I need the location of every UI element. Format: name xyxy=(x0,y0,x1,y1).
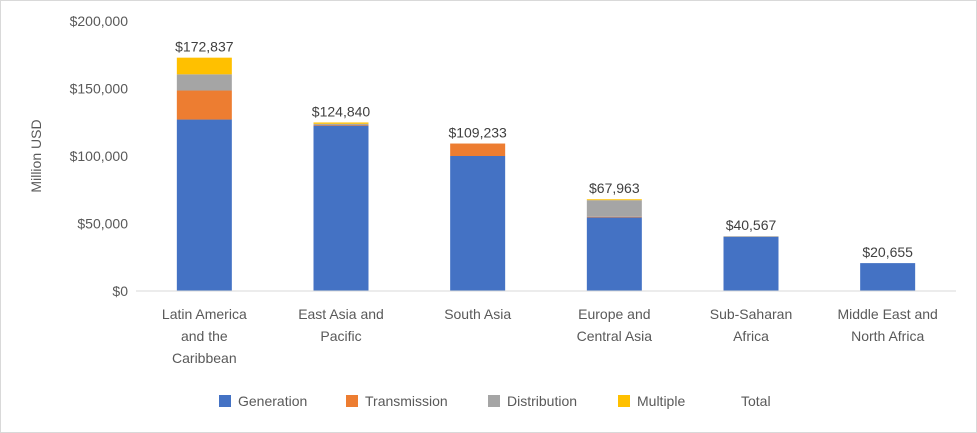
bar-segment-distribution xyxy=(313,123,369,125)
x-category-label: South Asia xyxy=(444,306,511,322)
total-data-label: $124,840 xyxy=(312,103,371,119)
x-category-label: Middle East and North Africa xyxy=(837,306,937,344)
legend: Generation Transmission Distribution Mul… xyxy=(1,393,976,415)
x-category-label: Europe and Central Asia xyxy=(577,306,653,344)
legend-item-generation: Generation xyxy=(219,393,307,409)
bar-segment-generation xyxy=(313,125,369,291)
legend-swatch-distribution xyxy=(488,395,500,407)
bar-segment-multiple xyxy=(586,199,642,201)
y-tick-label: $0 xyxy=(112,283,128,299)
legend-item-transmission: Transmission xyxy=(346,393,448,409)
y-tick-label: $150,000 xyxy=(70,81,129,97)
y-tick-label: $100,000 xyxy=(70,148,129,164)
bar-segment-generation xyxy=(586,217,642,291)
x-category-label: Latin America and the Caribbean xyxy=(162,306,247,366)
legend-label-total: Total xyxy=(741,393,771,409)
bar-segment-multiple xyxy=(176,57,232,75)
total-data-label: $20,655 xyxy=(862,244,913,260)
bar-segment-generation xyxy=(176,119,232,291)
x-category-label: East Asia and Pacific xyxy=(298,306,384,344)
total-data-label: $40,567 xyxy=(726,217,777,233)
y-axis-label: Million USD xyxy=(28,119,44,192)
legend-label-transmission: Transmission xyxy=(365,393,448,409)
bar-segment-multiple xyxy=(313,122,369,124)
legend-item-total: Total xyxy=(741,393,771,409)
total-data-label: $67,963 xyxy=(589,180,640,196)
bar-segment-distribution xyxy=(586,200,642,217)
legend-swatch-transmission xyxy=(346,395,358,407)
bar-segment-transmission xyxy=(586,216,642,218)
legend-item-multiple: Multiple xyxy=(618,393,685,409)
bar-segment-transmission xyxy=(176,90,232,120)
bar-segment-distribution xyxy=(176,74,232,91)
total-data-label: $109,233 xyxy=(448,125,507,141)
legend-swatch-multiple xyxy=(618,395,630,407)
bar-segment-generation xyxy=(860,263,916,291)
legend-item-distribution: Distribution xyxy=(488,393,577,409)
bar-segment-transmission xyxy=(450,143,506,156)
bar-segment-generation xyxy=(450,156,506,291)
bar-segment-distribution xyxy=(723,236,779,237)
legend-label-generation: Generation xyxy=(238,393,308,409)
legend-label-multiple: Multiple xyxy=(637,393,686,409)
legend-label-distribution: Distribution xyxy=(507,393,578,409)
bar-segment-generation xyxy=(723,237,779,291)
total-data-label: $172,837 xyxy=(175,39,234,55)
legend-swatch-generation xyxy=(219,395,231,407)
bar-segment-transmission xyxy=(313,124,369,126)
y-tick-label: $50,000 xyxy=(77,216,128,232)
y-tick-label: $200,000 xyxy=(70,13,129,29)
x-category-label: Sub-Saharan Africa xyxy=(710,306,793,344)
